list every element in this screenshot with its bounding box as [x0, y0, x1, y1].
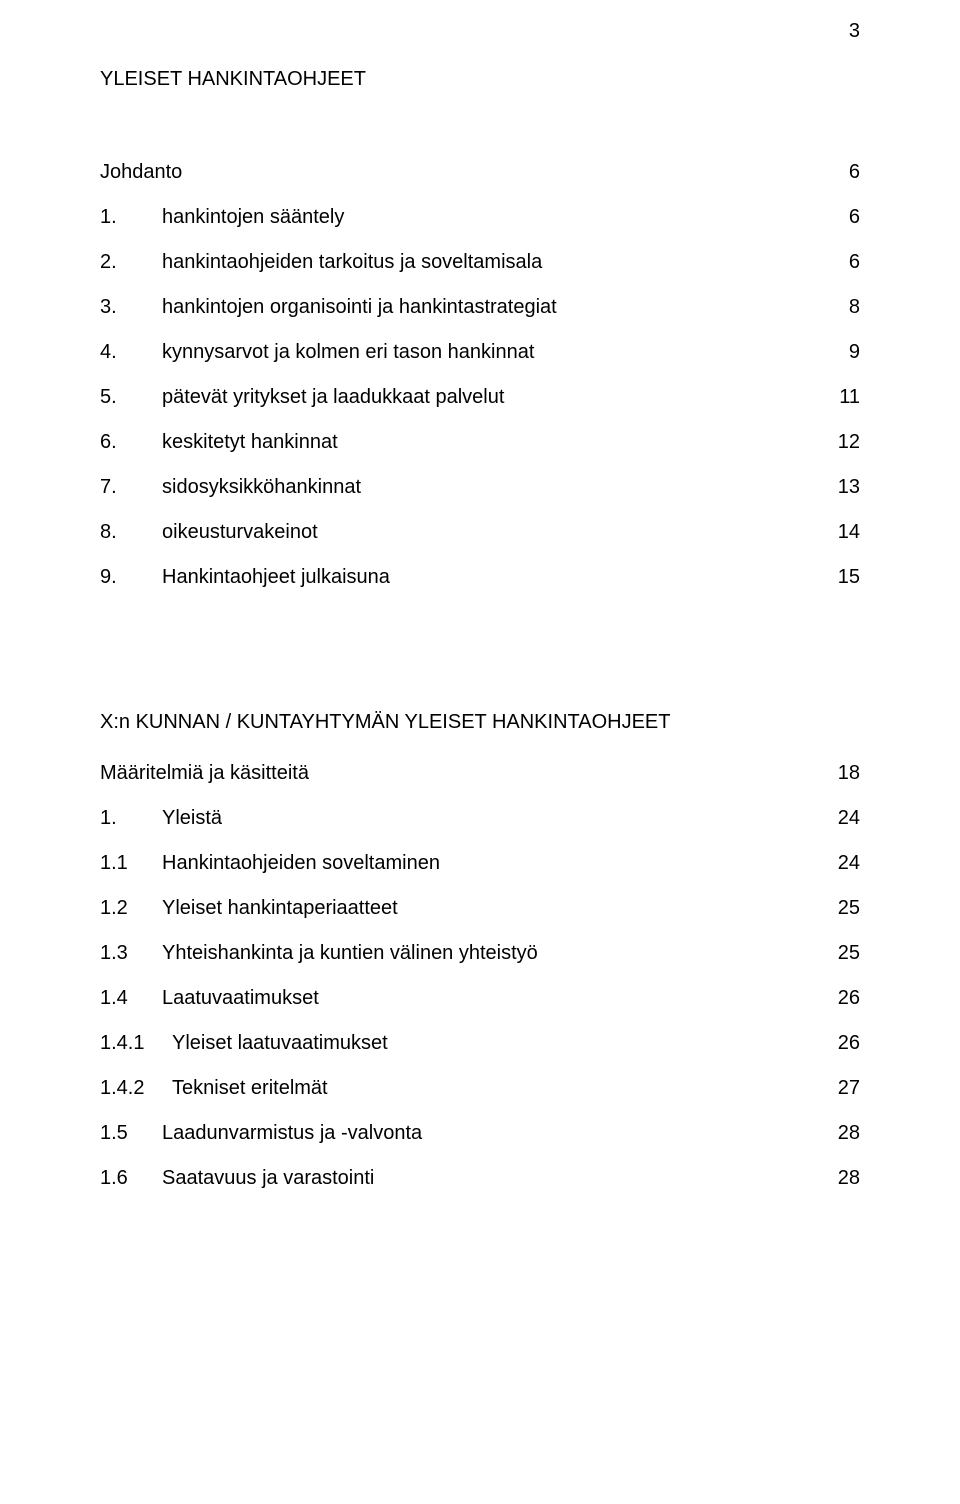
toc-entry-page: 14 [810, 521, 860, 544]
toc-entry-page: 6 [810, 161, 860, 184]
toc-entry-number: 1.3 [100, 942, 162, 965]
toc-entry-number: 8. [100, 521, 162, 544]
toc-row: 1.6Saatavuus ja varastointi28 [100, 1167, 860, 1190]
toc-entry-label: Yhteishankinta ja kuntien välinen yhteis… [162, 942, 810, 965]
toc-entry-label: Laadunvarmistus ja -valvonta [162, 1122, 810, 1145]
toc-row: 1.4.1Yleiset laatuvaatimukset26 [100, 1032, 860, 1055]
toc-entry-label: Yleiset hankintaperiaatteet [162, 897, 810, 920]
toc-row: 9.Hankintaohjeet julkaisuna15 [100, 566, 860, 589]
toc-entry-label: Hankintaohjeiden soveltaminen [162, 852, 810, 875]
toc-entry-label: Hankintaohjeet julkaisuna [162, 566, 810, 589]
toc-entry-page: 25 [810, 897, 860, 920]
toc-entry-page: 28 [810, 1167, 860, 1190]
toc-entry-number: 5. [100, 386, 162, 409]
toc-entry-label: hankintojen organisointi ja hankintastra… [162, 296, 810, 319]
toc-entry-number: 1. [100, 206, 162, 229]
toc-row: 1.Yleistä24 [100, 807, 860, 830]
toc-row: 3.hankintojen organisointi ja hankintast… [100, 296, 860, 319]
toc-entry-page: 11 [810, 386, 860, 409]
toc-entry-page: 6 [810, 251, 860, 274]
toc-entry-label: Tekniset eritelmät [172, 1077, 810, 1100]
toc-entry-page: 9 [810, 341, 860, 364]
toc-section-1: Johdanto61.hankintojen sääntely62.hankin… [100, 161, 860, 589]
toc-entry-page: 8 [810, 296, 860, 319]
section-2-heading: X:n KUNNAN / KUNTAYHTYMÄN YLEISET HANKIN… [100, 711, 860, 734]
toc-entry-number: 1.6 [100, 1167, 162, 1190]
toc-row: 2.hankintaohjeiden tarkoitus ja soveltam… [100, 251, 860, 274]
toc-entry-number: 1.4.2 [100, 1077, 172, 1100]
toc-entry-number: 1.5 [100, 1122, 162, 1145]
toc-row: 1.hankintojen sääntely6 [100, 206, 860, 229]
toc-entry-number: 7. [100, 476, 162, 499]
toc-entry-number: 1. [100, 807, 162, 830]
toc-entry-label: Yleistä [162, 807, 810, 830]
toc-entry-number: 4. [100, 341, 162, 364]
toc-entry-number: 1.1 [100, 852, 162, 875]
toc-row: 4.kynnysarvot ja kolmen eri tason hankin… [100, 341, 860, 364]
toc-entry-number: 3. [100, 296, 162, 319]
toc-entry-page: 18 [810, 762, 860, 785]
toc-row: 1.4Laatuvaatimukset26 [100, 987, 860, 1010]
toc-entry-label: sidosyksikköhankinnat [162, 476, 810, 499]
toc-entry-label: Laatuvaatimukset [162, 987, 810, 1010]
page-title: YLEISET HANKINTAOHJEET [100, 68, 860, 91]
toc-entry-label: Määritelmiä ja käsitteitä [100, 762, 810, 785]
toc-entry-label: oikeusturvakeinot [162, 521, 810, 544]
toc-entry-number: 6. [100, 431, 162, 454]
toc-entry-label: Johdanto [100, 161, 810, 184]
toc-entry-page: 26 [810, 1032, 860, 1055]
toc-section-2: Määritelmiä ja käsitteitä181.Yleistä241.… [100, 762, 860, 1190]
toc-row: 6.keskitetyt hankinnat12 [100, 431, 860, 454]
toc-entry-page: 25 [810, 942, 860, 965]
toc-entry-label: pätevät yritykset ja laadukkaat palvelut [162, 386, 810, 409]
toc-entry-number: 2. [100, 251, 162, 274]
toc-row: 1.3Yhteishankinta ja kuntien välinen yht… [100, 942, 860, 965]
page-number: 3 [849, 20, 860, 43]
toc-entry-number: 1.2 [100, 897, 162, 920]
toc-entry-label: kynnysarvot ja kolmen eri tason hankinna… [162, 341, 810, 364]
toc-entry-page: 6 [810, 206, 860, 229]
toc-entry-number: 1.4 [100, 987, 162, 1010]
toc-row: 8.oikeusturvakeinot14 [100, 521, 860, 544]
toc-entry-page: 24 [810, 807, 860, 830]
toc-row: 1.5Laadunvarmistus ja -valvonta28 [100, 1122, 860, 1145]
toc-row: 1.2Yleiset hankintaperiaatteet25 [100, 897, 860, 920]
toc-entry-label: hankintaohjeiden tarkoitus ja soveltamis… [162, 251, 810, 274]
toc-entry-page: 28 [810, 1122, 860, 1145]
toc-entry-label: Saatavuus ja varastointi [162, 1167, 810, 1190]
toc-row: 7.sidosyksikköhankinnat13 [100, 476, 860, 499]
toc-row: Määritelmiä ja käsitteitä18 [100, 762, 860, 785]
toc-entry-page: 12 [810, 431, 860, 454]
toc-entry-page: 24 [810, 852, 860, 875]
toc-entry-page: 27 [810, 1077, 860, 1100]
toc-entry-number: 9. [100, 566, 162, 589]
toc-row: 1.4.2Tekniset eritelmät27 [100, 1077, 860, 1100]
toc-row: Johdanto6 [100, 161, 860, 184]
toc-entry-label: hankintojen sääntely [162, 206, 810, 229]
toc-row: 1.1Hankintaohjeiden soveltaminen24 [100, 852, 860, 875]
toc-entry-page: 13 [810, 476, 860, 499]
toc-entry-number: 1.4.1 [100, 1032, 172, 1055]
toc-entry-page: 15 [810, 566, 860, 589]
toc-entry-label: keskitetyt hankinnat [162, 431, 810, 454]
toc-row: 5.pätevät yritykset ja laadukkaat palvel… [100, 386, 860, 409]
toc-entry-label: Yleiset laatuvaatimukset [172, 1032, 810, 1055]
toc-entry-page: 26 [810, 987, 860, 1010]
document-page: 3 YLEISET HANKINTAOHJEET Johdanto61.hank… [0, 0, 960, 1504]
